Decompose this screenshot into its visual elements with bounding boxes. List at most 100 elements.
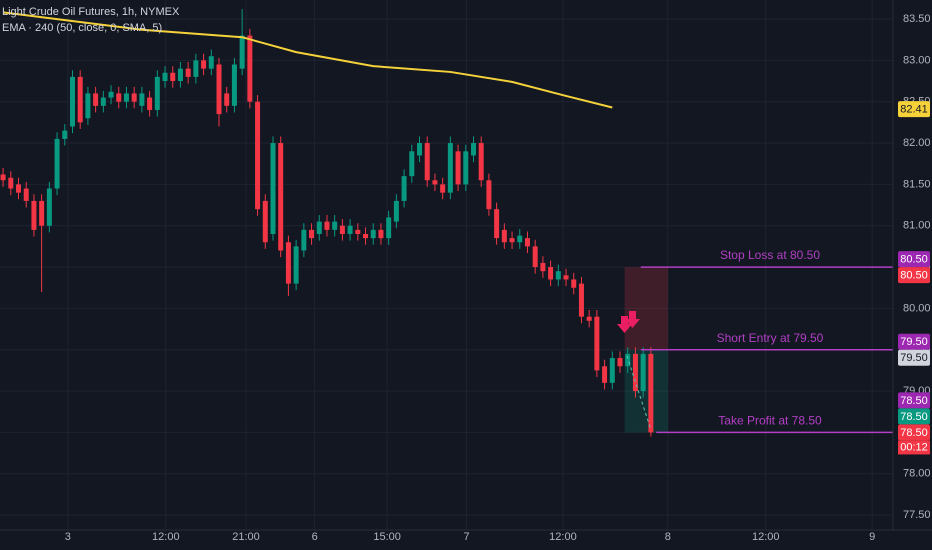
candle-body (640, 353, 646, 392)
candle-body (16, 184, 22, 193)
stop-zone (624, 267, 668, 350)
overlay: Stop Loss at 80.50 Short Entry at 79.50 Ta… (2, 11, 893, 434)
y-tick-label: 83.00 (903, 54, 931, 66)
candle-body (355, 229, 361, 234)
candle-body (632, 353, 638, 392)
candle-body (8, 177, 14, 189)
candle-body (93, 93, 99, 106)
candle-body (270, 143, 276, 234)
price-badge-label: 78.50 (900, 411, 928, 423)
candle-body (594, 316, 600, 371)
candle-body (216, 64, 222, 115)
order-label: Stop Loss at 80.50 (720, 248, 820, 262)
candle-body (571, 279, 577, 288)
y-tick-label: 82.00 (903, 137, 931, 149)
y-tick-label: 81.00 (903, 220, 931, 232)
candle-body (486, 180, 492, 210)
candle-body (332, 221, 338, 230)
price-badge (898, 267, 930, 284)
candle-body (363, 233, 369, 239)
candle-body (540, 262, 546, 272)
candle-body (586, 316, 592, 321)
x-tick-label: 6 (312, 531, 318, 543)
candle-body (262, 200, 268, 243)
candle-body (648, 353, 654, 433)
axes: 77.5078.0078.5079.0079.5080.0080.5081.00… (65, 13, 931, 543)
y-tick-label: 81.50 (903, 178, 931, 190)
candle-body (578, 283, 584, 317)
candle-body (201, 60, 207, 69)
price-badge-label: 82.41 (900, 104, 928, 116)
x-tick-label: 3 (65, 531, 71, 543)
candle-body (0, 174, 6, 181)
candle-body (278, 143, 284, 251)
candle-body (62, 130, 68, 139)
y-tick-label: 80.00 (903, 302, 931, 314)
target-zone (624, 349, 668, 433)
candle-body (309, 229, 315, 239)
candles (0, 9, 654, 437)
candle-body (524, 238, 530, 247)
candle-body (85, 93, 91, 119)
candle-body (123, 93, 129, 102)
candle-body (255, 101, 261, 210)
signal-arrow (625, 311, 640, 328)
price-badge (898, 408, 930, 425)
candle-body (324, 221, 330, 230)
ema-line (2, 11, 613, 109)
candle-body (401, 176, 407, 201)
candle-body (393, 200, 399, 222)
candle-body (424, 143, 430, 181)
candle-body (23, 188, 29, 201)
signal-arrow (617, 316, 632, 333)
x-tick-label: 12:00 (152, 531, 180, 543)
price-badge-label: 80.50 (900, 269, 928, 281)
candle-body (39, 200, 45, 226)
candle-body (494, 209, 500, 239)
candle-body (77, 76, 83, 123)
candle-body (316, 221, 322, 234)
candle-body (100, 97, 106, 106)
trade-path (626, 355, 652, 431)
y-tick-label: 83.50 (903, 13, 931, 25)
x-tick-label: 9 (869, 531, 875, 543)
candle-body (517, 235, 523, 243)
candle-body (131, 93, 137, 102)
price-badge-label: 79.50 (900, 352, 928, 364)
price-badge (898, 392, 930, 409)
candle-body (301, 229, 307, 251)
candle-body (378, 229, 384, 239)
x-tick-label: 8 (665, 531, 671, 543)
candle-body (409, 151, 415, 177)
candle-body (224, 93, 230, 106)
price-badge (898, 333, 930, 350)
candle-body (231, 64, 237, 106)
x-tick-label: 12:00 (752, 531, 780, 543)
chart-title: Light Crude Oil Futures, 1h, NYMEX (2, 6, 180, 18)
candle-body (548, 267, 554, 280)
candle-body (563, 275, 569, 280)
candle-body (185, 68, 191, 77)
candle-body (386, 217, 392, 239)
candle-body (417, 143, 423, 156)
candle-body (339, 225, 345, 234)
candle-body (31, 200, 37, 230)
candle-body (625, 353, 631, 367)
candle-body (285, 242, 291, 284)
candle-body (208, 56, 214, 69)
position-zones (624, 267, 668, 433)
price-badge (898, 349, 930, 366)
candle-body (509, 238, 515, 243)
candle-body (463, 151, 469, 185)
price-badge (898, 424, 930, 441)
price-badge-label: 80.50 (900, 253, 928, 265)
candle-body (440, 184, 446, 193)
indicator-legend: EMA · 240 (50, close, 0, SMA, 5) (2, 22, 162, 34)
candle-body (147, 97, 153, 110)
candle-body (170, 72, 176, 82)
candle-body (162, 72, 168, 82)
candle-body (54, 138, 60, 189)
candle-body (239, 35, 245, 69)
